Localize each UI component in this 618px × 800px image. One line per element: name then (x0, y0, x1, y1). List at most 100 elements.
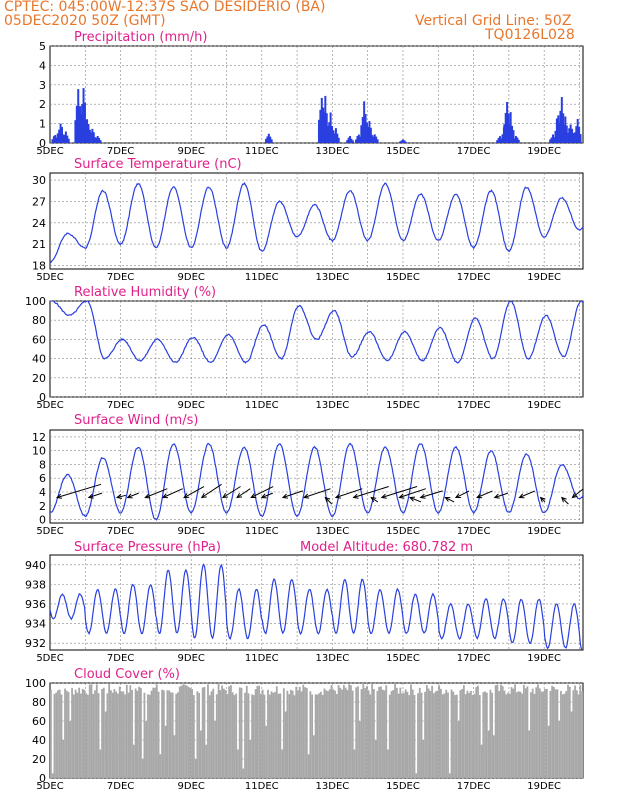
cloud-bar (50, 689, 52, 778)
wind-frame (49, 429, 584, 524)
cloud-cover-y-tick-label: 60 (32, 715, 46, 728)
pressure-frame (49, 554, 584, 651)
cloud-bar (297, 690, 299, 778)
cloud-bar (385, 685, 388, 778)
cloud-bar (249, 740, 252, 778)
pressure-x-tick-label: 7DEC (107, 653, 134, 664)
cloud-bar (120, 691, 123, 778)
cloud-bar (277, 693, 280, 778)
wind-arrow (370, 497, 379, 503)
cloud-cover-title: Cloud Cover (%) (74, 667, 180, 682)
pressure-y-tick-label: 932 (25, 637, 46, 650)
wind-arrow-head (476, 493, 483, 499)
precip-bar (92, 132, 95, 143)
cloud-bar (242, 768, 245, 778)
cloud-bar (551, 685, 554, 778)
cloud-bar (51, 773, 54, 778)
cloud-bar (575, 690, 578, 778)
cloud-bar (140, 687, 142, 778)
cloud-bar (399, 687, 402, 778)
cloud-bar (71, 687, 73, 778)
cloud-bar (136, 690, 139, 778)
cloud-bar (436, 690, 439, 778)
cloud-bar (574, 685, 576, 778)
precip-bar (55, 137, 58, 143)
cloud-bar (402, 693, 405, 778)
cloud-bar (515, 692, 518, 778)
precip-bar (99, 140, 102, 143)
cloud-bar (200, 730, 202, 778)
cloud-bar (122, 691, 125, 778)
cloud-bar (346, 690, 349, 778)
precip-bar (517, 139, 520, 143)
precip-bar (95, 137, 98, 143)
cloud-bar (455, 694, 458, 778)
precip-bar (81, 104, 84, 143)
cloud-bar (80, 693, 82, 778)
pressure-x-tick-label: 9DEC (178, 653, 205, 664)
cloud-bar (507, 692, 509, 778)
humidity-series-line (50, 301, 583, 364)
cloud-bar (565, 691, 568, 778)
precip-bar (368, 121, 371, 143)
precip-bar (269, 136, 272, 143)
cloud-bar (231, 692, 234, 778)
precip-bar (370, 138, 373, 143)
wind-arrow (381, 486, 418, 498)
cloud-bar (344, 687, 347, 778)
precip-bar (350, 138, 353, 143)
wind-arrow-head (561, 496, 567, 503)
cloud-bar (388, 694, 391, 778)
temperature-frame (49, 172, 584, 270)
wind-arrow-head (303, 493, 310, 499)
cloud-bar (443, 693, 446, 778)
cloud-bar (358, 721, 361, 778)
cloud-bar (106, 693, 109, 778)
precipitation-y-tick-label: 1 (39, 118, 46, 131)
cloud-bar (291, 690, 294, 778)
precip-bar (328, 122, 331, 143)
cloud-bar (275, 686, 278, 778)
cloud-bar (74, 689, 77, 778)
pressure-y-tick-label: 938 (25, 578, 46, 591)
precip-bar (61, 127, 64, 143)
precip-bar (564, 116, 567, 143)
cloud-bar (484, 691, 486, 778)
cloud-bar (415, 773, 418, 778)
precip-bar (87, 123, 90, 143)
cloud-bar (540, 691, 543, 778)
cloud-bar (268, 694, 271, 778)
precip-bar (93, 139, 96, 143)
cloud-bar (148, 694, 151, 778)
wind-arrow-head (144, 493, 151, 499)
cloud-bar (341, 689, 344, 778)
cloud-bar (367, 690, 370, 778)
cloud-bar (500, 684, 502, 778)
pressure-series-line (50, 563, 583, 650)
cloud-bar (76, 692, 79, 778)
cloud-bar (431, 685, 434, 778)
humidity-frame (49, 300, 584, 398)
cloud-bar (424, 691, 426, 778)
precip-bar (512, 130, 515, 143)
cloud-bar (374, 740, 377, 778)
cloud-bar (417, 693, 419, 778)
precip-bar (554, 130, 557, 143)
cloud-bar (487, 730, 490, 778)
cloud-cover-x-tick-label: 5DEC (36, 781, 63, 792)
precip-bar (399, 141, 402, 143)
precip-bar (506, 131, 509, 143)
cloud-bar (102, 687, 105, 778)
cloud-bar (88, 684, 91, 778)
cloud-bar (256, 685, 259, 778)
cloud-bar (214, 721, 216, 778)
precip-bar (319, 109, 322, 143)
cloud-bar (547, 725, 550, 778)
precip-bar (512, 140, 515, 143)
wind-arrow (88, 492, 103, 498)
cloud-bar (147, 694, 149, 778)
humidity-x-tick-label: 15DEC (386, 400, 420, 411)
cloud-bar (157, 691, 160, 778)
precip-bar (88, 137, 91, 143)
precip-bar (58, 129, 61, 143)
